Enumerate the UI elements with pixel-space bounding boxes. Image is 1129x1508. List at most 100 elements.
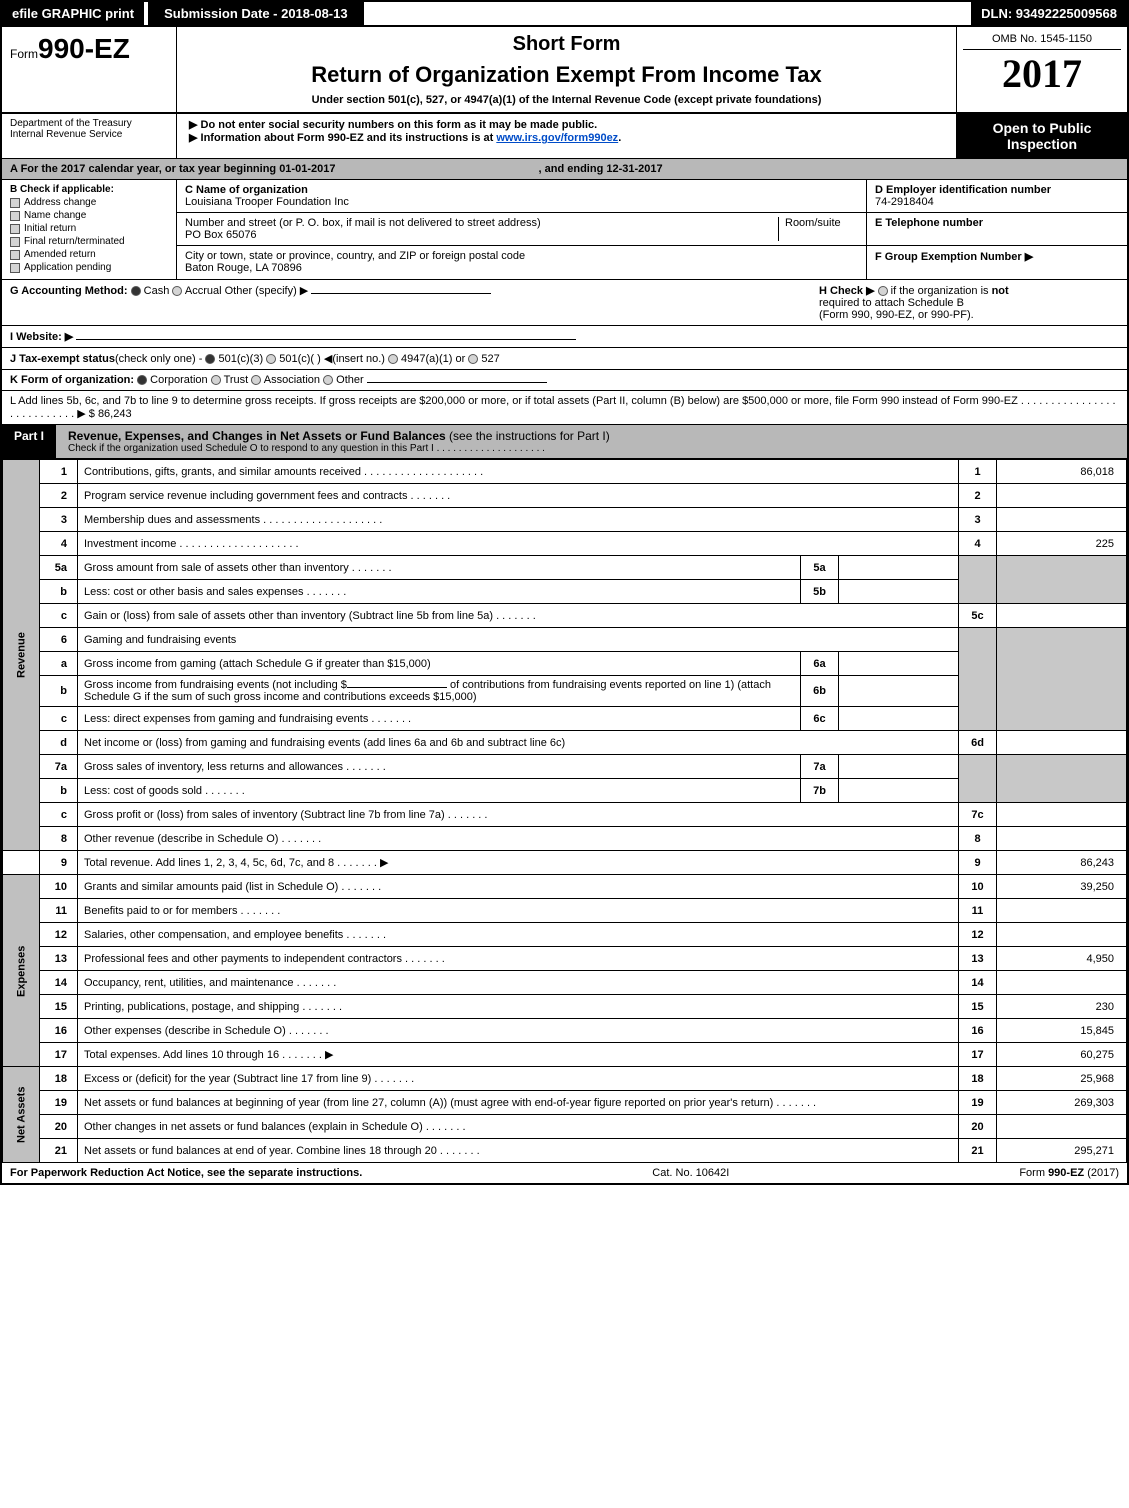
part-1-table: Revenue 1 Contributions, gifts, grants, … bbox=[2, 459, 1127, 1163]
table-row: 17 Total expenses. Add lines 10 through … bbox=[3, 1043, 1127, 1067]
checkbox-icon bbox=[10, 250, 20, 260]
part-1-label: Part I bbox=[2, 425, 56, 458]
radio-assoc[interactable] bbox=[251, 375, 261, 385]
grey-cell bbox=[959, 556, 997, 604]
contrib-input[interactable] bbox=[347, 687, 447, 688]
radio-trust[interactable] bbox=[211, 375, 221, 385]
right-num: 3 bbox=[959, 508, 997, 532]
section-bcdef: B Check if applicable: Address change Na… bbox=[2, 180, 1127, 280]
line-num: 9 bbox=[40, 851, 78, 875]
chk-label: Amended return bbox=[24, 249, 96, 260]
table-row: a Gross income from gaming (attach Sched… bbox=[3, 652, 1127, 676]
j-o1: 501(c)(3) bbox=[219, 353, 264, 365]
chk-label: Name change bbox=[24, 210, 86, 221]
right-val bbox=[997, 1115, 1127, 1139]
radio-corp[interactable] bbox=[137, 375, 147, 385]
right-val bbox=[997, 923, 1127, 947]
part-1-title: Revenue, Expenses, and Changes in Net As… bbox=[56, 425, 1127, 458]
line-desc: Gross amount from sale of assets other t… bbox=[84, 562, 349, 574]
line-num: 13 bbox=[40, 947, 78, 971]
line-num: c bbox=[40, 803, 78, 827]
table-row: b Gross income from fundraising events (… bbox=[3, 676, 1127, 707]
form-number-cell: Form990-EZ bbox=[2, 27, 177, 112]
right-num: 18 bbox=[959, 1067, 997, 1091]
line-desc: Program service revenue including govern… bbox=[84, 490, 407, 502]
g-cash: Cash bbox=[144, 285, 170, 297]
line-desc: Contributions, gifts, grants, and simila… bbox=[84, 466, 361, 478]
website-input[interactable] bbox=[76, 339, 576, 340]
submission-date: Submission Date - 2018-08-13 bbox=[148, 2, 364, 25]
footer-left: For Paperwork Reduction Act Notice, see … bbox=[10, 1167, 362, 1179]
radio-501c[interactable] bbox=[266, 354, 276, 364]
right-num: 6d bbox=[959, 731, 997, 755]
mid-num: 5a bbox=[801, 556, 839, 580]
line-desc: Less: cost of goods sold bbox=[84, 785, 202, 797]
line-i: I Website: ▶ bbox=[2, 326, 1127, 348]
radio-cash[interactable] bbox=[131, 286, 141, 296]
table-row: Revenue 1 Contributions, gifts, grants, … bbox=[3, 460, 1127, 484]
col-c: C Name of organization Louisiana Trooper… bbox=[177, 180, 867, 279]
radio-4947[interactable] bbox=[388, 354, 398, 364]
radio-other[interactable] bbox=[323, 375, 333, 385]
line-desc: Other expenses (describe in Schedule O) bbox=[84, 1025, 286, 1037]
line-num: 11 bbox=[40, 899, 78, 923]
table-row: 4 Investment income 4 225 bbox=[3, 532, 1127, 556]
radio-accrual[interactable] bbox=[172, 286, 182, 296]
line-l: L Add lines 5b, 6c, and 7b to line 9 to … bbox=[2, 391, 1127, 425]
h-text1: if the organization is bbox=[891, 285, 992, 297]
g-other-input[interactable] bbox=[311, 293, 491, 294]
line-desc: Net income or (loss) from gaming and fun… bbox=[78, 731, 959, 755]
right-num: 15 bbox=[959, 995, 997, 1019]
mid-num: 6a bbox=[801, 652, 839, 676]
line-desc: Printing, publications, postage, and shi… bbox=[84, 1001, 299, 1013]
k-other-input[interactable] bbox=[367, 382, 547, 383]
table-row: 15 Printing, publications, postage, and … bbox=[3, 995, 1127, 1019]
radio-501c3[interactable] bbox=[205, 354, 215, 364]
table-row: 9 Total revenue. Add lines 1, 2, 3, 4, 5… bbox=[3, 851, 1127, 875]
instructions-cell: ▶ Do not enter social security numbers o… bbox=[177, 114, 957, 158]
line-desc: Net assets or fund balances at beginning… bbox=[84, 1097, 773, 1109]
right-val: 39,250 bbox=[997, 875, 1127, 899]
chk-application-pending[interactable]: Application pending bbox=[10, 262, 168, 273]
dept-cell: Department of the Treasury Internal Reve… bbox=[2, 114, 177, 158]
chk-initial-return[interactable]: Initial return bbox=[10, 223, 168, 234]
efile-print-button[interactable]: efile GRAPHIC print bbox=[2, 2, 144, 25]
open-to-public: Open to Public Inspection bbox=[957, 114, 1127, 158]
chk-final-return[interactable]: Final return/terminated bbox=[10, 236, 168, 247]
line-num: 4 bbox=[40, 532, 78, 556]
table-row: Net Assets 18 Excess or (deficit) for th… bbox=[3, 1067, 1127, 1091]
part-1-header: Part I Revenue, Expenses, and Changes in… bbox=[2, 425, 1127, 459]
line-desc: Gross income from fundraising events (no… bbox=[84, 679, 347, 691]
mid-num: 6c bbox=[801, 707, 839, 731]
table-row: 19 Net assets or fund balances at beginn… bbox=[3, 1091, 1127, 1115]
line-a: A For the 2017 calendar year, or tax yea… bbox=[2, 159, 1127, 180]
org-city: Baton Rouge, LA 70896 bbox=[185, 262, 858, 274]
right-num: 2 bbox=[959, 484, 997, 508]
j-label: J Tax-exempt status bbox=[10, 353, 115, 365]
line-desc: Gross profit or (loss) from sales of inv… bbox=[84, 809, 445, 821]
mid-num: 7b bbox=[801, 779, 839, 803]
dept-row: Department of the Treasury Internal Reve… bbox=[2, 114, 1127, 159]
instructions-link[interactable]: www.irs.gov/form990ez bbox=[496, 132, 618, 144]
radio-h[interactable] bbox=[878, 286, 888, 296]
city-label: City or town, state or province, country… bbox=[185, 250, 858, 262]
form-number: 990-EZ bbox=[38, 33, 130, 64]
radio-527[interactable] bbox=[468, 354, 478, 364]
omb-number: OMB No. 1545-1150 bbox=[963, 33, 1121, 50]
line-num: 19 bbox=[40, 1091, 78, 1115]
arrow-line-2: ▶ Information about Form 990-EZ and its … bbox=[189, 131, 944, 144]
footer: For Paperwork Reduction Act Notice, see … bbox=[2, 1163, 1127, 1183]
table-row: 3 Membership dues and assessments 3 bbox=[3, 508, 1127, 532]
chk-label: Address change bbox=[24, 197, 96, 208]
checkbox-icon bbox=[10, 237, 20, 247]
mid-num: 5b bbox=[801, 580, 839, 604]
line-desc: Less: cost or other basis and sales expe… bbox=[84, 586, 304, 598]
chk-address-change[interactable]: Address change bbox=[10, 197, 168, 208]
right-num: 8 bbox=[959, 827, 997, 851]
k-o4: Other bbox=[336, 374, 364, 386]
year-cell: OMB No. 1545-1150 2017 bbox=[957, 27, 1127, 112]
line-num: b bbox=[40, 580, 78, 604]
chk-amended-return[interactable]: Amended return bbox=[10, 249, 168, 260]
line-desc: Investment income bbox=[84, 538, 176, 550]
chk-name-change[interactable]: Name change bbox=[10, 210, 168, 221]
